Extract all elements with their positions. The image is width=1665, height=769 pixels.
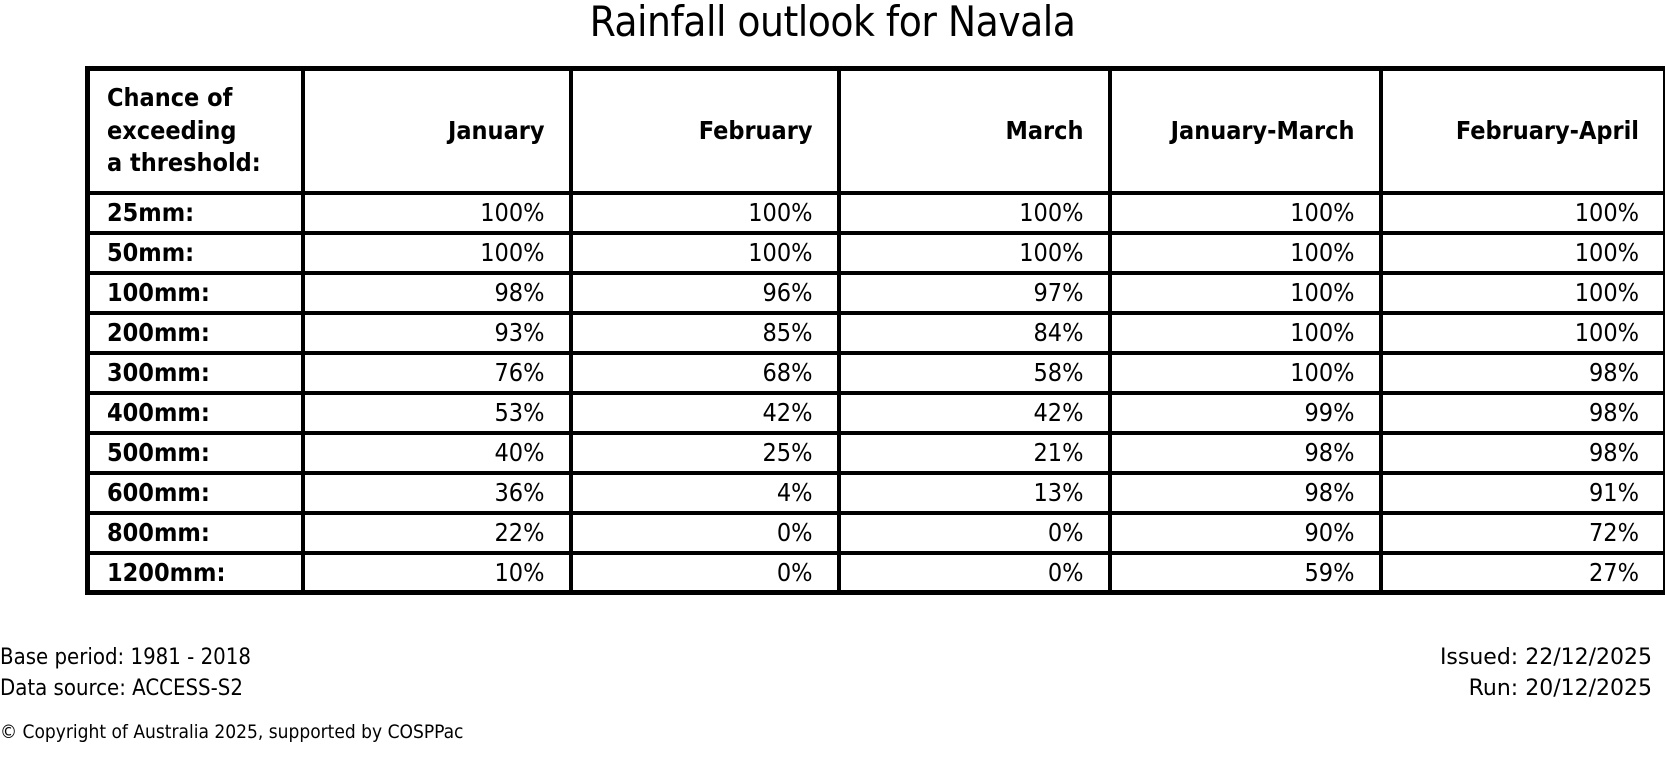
probability-cell: 27% [1378, 550, 1665, 595]
probability-cell: 100% [836, 190, 1112, 235]
column-header-january-march: January-March [1107, 66, 1383, 195]
data-source-text: Data source: ACCESS-S2 [0, 675, 243, 701]
probability-cell: 100% [836, 230, 1112, 275]
table-header: Chance of exceeding a threshold: January Feb… [85, 66, 1665, 195]
probability-cell: 84% [836, 310, 1112, 355]
probability-cell: 40% [300, 430, 573, 475]
probability-cell: 100% [1107, 270, 1383, 315]
probability-cell: 100% [1378, 270, 1665, 315]
probability-cell: 0% [836, 510, 1112, 555]
table-row: 400mm: 53% 42% 42% 99% 98% [85, 390, 1665, 435]
rainfall-probability-table: Chance of exceeding a threshold: January Feb… [85, 66, 1665, 596]
threshold-label: 25mm: [85, 190, 305, 235]
threshold-label: 500mm: [85, 430, 305, 475]
threshold-label: 400mm: [85, 390, 305, 435]
probability-cell: 98% [1378, 430, 1665, 475]
table-row: 1200mm: 10% 0% 0% 59% 27% [85, 550, 1665, 595]
threshold-label: 200mm: [85, 310, 305, 355]
probability-cell: 76% [300, 350, 573, 395]
column-header-threshold: Chance of exceeding a threshold: [85, 66, 305, 195]
probability-cell: 100% [300, 230, 573, 275]
probability-cell: 96% [568, 270, 841, 315]
probability-cell: 0% [836, 550, 1112, 595]
table-row: 50mm: 100% 100% 100% 100% 100% [85, 230, 1665, 275]
probability-cell: 58% [836, 350, 1112, 395]
column-header-february-april: February-April [1378, 66, 1665, 195]
table-body: 25mm: 100% 100% 100% 100% 100% 50mm: 100% 100% 10… [85, 190, 1665, 595]
table-row: 300mm: 76% 68% 58% 100% 98% [85, 350, 1665, 395]
probability-cell: 100% [1107, 310, 1383, 355]
table-row: 600mm: 36% 4% 13% 98% 91% [85, 470, 1665, 515]
probability-cell: 98% [1107, 430, 1383, 475]
probability-cell: 97% [836, 270, 1112, 315]
table-row: 25mm: 100% 100% 100% 100% 100% [85, 190, 1665, 235]
probability-cell: 98% [300, 270, 573, 315]
table-row: 500mm: 40% 25% 21% 98% 98% [85, 430, 1665, 475]
probability-cell: 100% [1378, 310, 1665, 355]
probability-cell: 100% [1107, 350, 1383, 395]
probability-cell: 100% [1107, 230, 1383, 275]
table-row: 800mm: 22% 0% 0% 90% 72% [85, 510, 1665, 555]
issued-date-text: Issued: 22/12/2025 [1439, 645, 1652, 671]
probability-cell: 72% [1378, 510, 1665, 555]
probability-cell: 100% [568, 230, 841, 275]
column-header-january: January [300, 66, 573, 195]
table-row: 100mm: 98% 96% 97% 100% 100% [85, 270, 1665, 315]
probability-cell: 59% [1107, 550, 1383, 595]
probability-cell: 100% [300, 190, 573, 235]
probability-cell: 98% [1378, 350, 1665, 395]
threshold-label: 300mm: [85, 350, 305, 395]
column-header-march: March [836, 66, 1112, 195]
footer-left: Base period: 1981 - 2018 Data source: AC… [0, 643, 251, 705]
base-period-text: Base period: 1981 - 2018 [0, 645, 251, 671]
rainfall-outlook-figure: Rainfall outlook for Navala Chance of exc… [0, 0, 1665, 743]
probability-cell: 85% [568, 310, 841, 355]
probability-cell: 99% [1107, 390, 1383, 435]
probability-cell: 100% [1107, 190, 1383, 235]
threshold-label: 600mm: [85, 470, 305, 515]
probability-cell: 0% [568, 550, 841, 595]
probability-cell: 100% [1378, 190, 1665, 235]
threshold-label: 800mm: [85, 510, 305, 555]
probability-cell: 25% [568, 430, 841, 475]
probability-cell: 42% [836, 390, 1112, 435]
page-title: Rainfall outlook for Navala [589, 0, 1076, 46]
probability-cell: 98% [1378, 390, 1665, 435]
copyright-notice: © Copyright of Australia 2025, supported… [0, 720, 464, 743]
probability-cell: 90% [1107, 510, 1383, 555]
probability-cell: 91% [1378, 470, 1665, 515]
footer-right: Issued: 22/12/2025 Run: 20/12/2025 [1440, 643, 1665, 705]
probability-cell: 98% [1107, 470, 1383, 515]
probability-cell: 53% [300, 390, 573, 435]
probability-cell: 100% [568, 190, 841, 235]
footer: Base period: 1981 - 2018 Data source: AC… [0, 643, 1665, 705]
probability-cell: 22% [300, 510, 573, 555]
probability-cell: 36% [300, 470, 573, 515]
probability-cell: 100% [1378, 230, 1665, 275]
probability-cell: 13% [836, 470, 1112, 515]
probability-cell: 42% [568, 390, 841, 435]
table-row: 200mm: 93% 85% 84% 100% 100% [85, 310, 1665, 355]
column-header-february: February [568, 66, 841, 195]
run-date-text: Run: 20/12/2025 [1468, 675, 1652, 701]
probability-cell: 93% [300, 310, 573, 355]
header-row: Chance of exceeding a threshold: January Feb… [85, 66, 1665, 195]
probability-cell: 0% [568, 510, 841, 555]
probability-cell: 10% [300, 550, 573, 595]
threshold-label: 50mm: [85, 230, 305, 275]
threshold-label: 100mm: [85, 270, 305, 315]
threshold-label: 1200mm: [85, 550, 305, 595]
probability-cell: 68% [568, 350, 841, 395]
probability-cell: 21% [836, 430, 1112, 475]
probability-cell: 4% [568, 470, 841, 515]
